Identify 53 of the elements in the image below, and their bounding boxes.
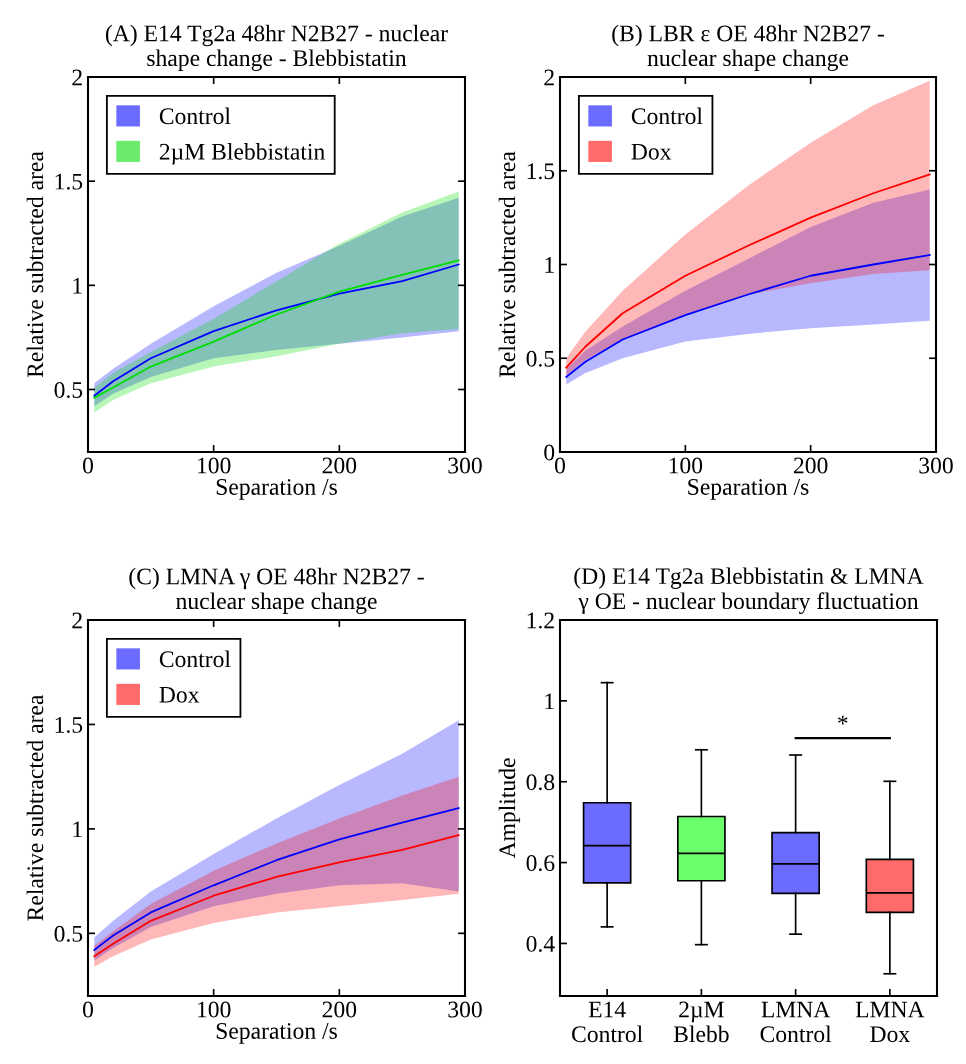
legend-label: Dox bbox=[631, 144, 672, 160]
x-tick-label: 100 bbox=[198, 457, 231, 474]
x-axis-title: Separation /s bbox=[216, 479, 337, 500]
line-series bbox=[93, 807, 460, 951]
y-tick-label: 0.5 bbox=[526, 350, 555, 367]
y-tick-label: 1.5 bbox=[527, 163, 555, 180]
y-tick-label: 2 bbox=[544, 69, 554, 86]
x-tick-label: 200 bbox=[322, 457, 357, 474]
legend-label: Dox bbox=[159, 687, 200, 703]
y-tick-label: 0.8 bbox=[526, 774, 555, 791]
legend-label: 2µM Blebbistatin bbox=[159, 143, 325, 165]
y-tick-label: 1.2 bbox=[527, 612, 554, 629]
y-tick-label: 1 bbox=[73, 277, 82, 294]
chart-title: (B) LBR ε OE 48hr N2B27 - nuclear shape change bbox=[612, 24, 884, 71]
x-tick-label: LMNA Control bbox=[760, 1001, 832, 1043]
chart-title: (D) E14 Tg2a Blebbistatin & LMNA γ OE - nuclear boundary fluctuation bbox=[574, 567, 924, 614]
y-tick-label: 1.5 bbox=[55, 173, 83, 190]
x-tick-label: 100 bbox=[198, 1001, 231, 1018]
x-tick-label: 200 bbox=[322, 1001, 357, 1018]
x-axis-title: Separation /s bbox=[688, 479, 809, 500]
y-axis-title: Relative subtracted area bbox=[498, 151, 516, 378]
line-series bbox=[565, 173, 931, 369]
y-tick-label: 0.5 bbox=[54, 925, 83, 942]
legend-label: Control bbox=[159, 650, 231, 668]
y-tick-label: 0.4 bbox=[526, 935, 555, 952]
chart-title: (C) LMNA γ OE 48hr N2B27 - nuclear shape change bbox=[129, 567, 424, 614]
x-tick-label: 2µM Blebb bbox=[673, 1001, 729, 1043]
x-tick-label: 200 bbox=[793, 457, 828, 474]
x-tick-label: 300 bbox=[448, 1001, 482, 1018]
chart-title: (A) E14 Tg2a 48hr N2B27 - nuclear shape change - Blebbistatin bbox=[105, 24, 448, 71]
y-tick-label: 1 bbox=[73, 821, 82, 838]
y-tick-label: 0 bbox=[544, 444, 555, 461]
annotation: * bbox=[838, 715, 848, 725]
y-tick-label: 1 bbox=[545, 257, 554, 273]
x-tick-label: 100 bbox=[669, 457, 703, 474]
y-axis-title: Relative subtracted area bbox=[26, 694, 44, 921]
y-tick-label: 1 bbox=[545, 693, 554, 710]
y-tick-label: 1.5 bbox=[55, 717, 83, 733]
x-tick-label: LMNA Dox bbox=[855, 1001, 925, 1043]
y-tick-label: 0.6 bbox=[526, 855, 555, 872]
x-tick-label: E14 Control bbox=[572, 1001, 643, 1043]
x-tick-label: 300 bbox=[448, 457, 482, 474]
line-series bbox=[565, 254, 931, 378]
y-tick-label: 2 bbox=[72, 612, 82, 629]
y-axis-title: Amplitude bbox=[498, 758, 521, 859]
legend-label: Control bbox=[159, 107, 231, 125]
x-tick-label: 300 bbox=[919, 457, 953, 474]
legend-label: Control bbox=[631, 107, 703, 125]
line-series bbox=[93, 834, 460, 958]
x-axis-title: Separation /s bbox=[216, 1023, 337, 1044]
y-tick-label: 0.5 bbox=[54, 381, 83, 399]
y-axis-title: Relative subtracted area bbox=[26, 151, 44, 378]
y-tick-label: 2 bbox=[72, 69, 82, 86]
